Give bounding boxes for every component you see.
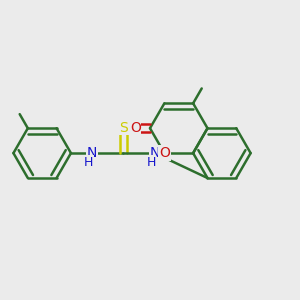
Text: S: S	[119, 121, 128, 134]
Text: O: O	[130, 121, 141, 135]
Text: N: N	[149, 146, 160, 160]
Text: H: H	[84, 156, 93, 169]
Text: N: N	[87, 146, 98, 160]
Text: O: O	[159, 146, 170, 160]
Text: H: H	[146, 156, 156, 169]
